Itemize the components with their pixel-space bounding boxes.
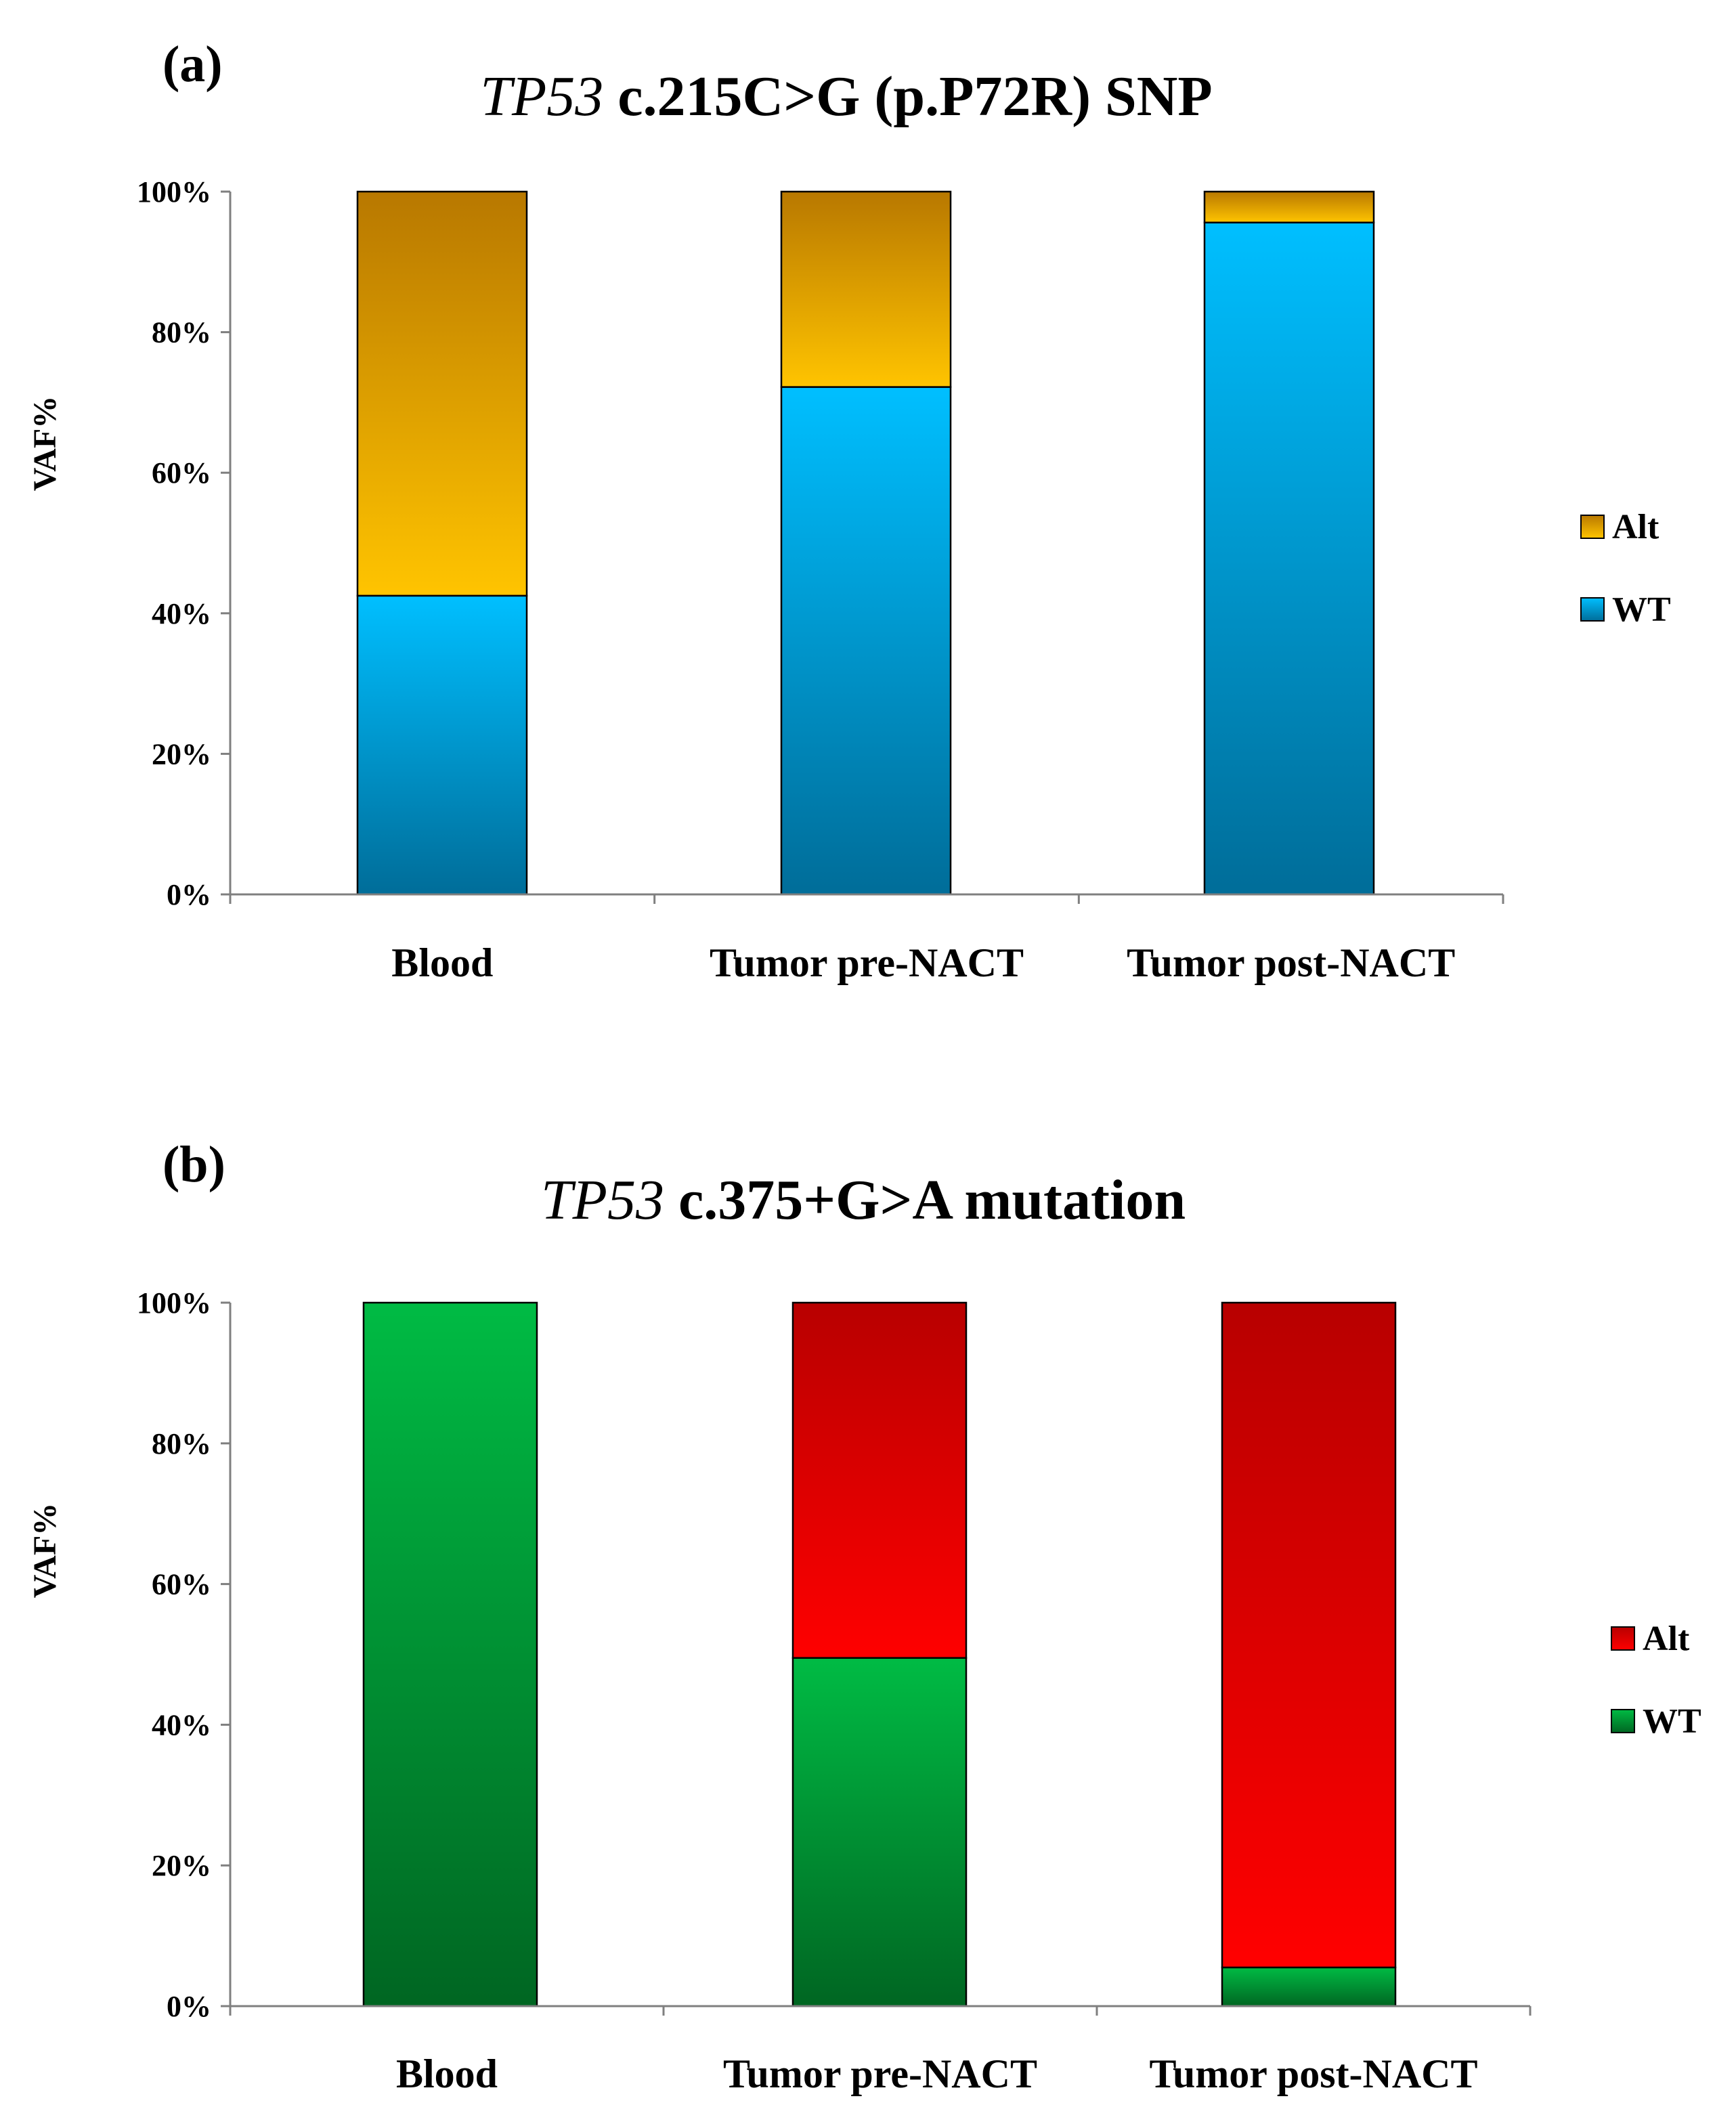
bar-alt-2 xyxy=(780,190,952,388)
bar-wt-2 xyxy=(791,1657,968,2007)
chart-title: TP53 c.375+G>A mutation xyxy=(541,1169,1186,1232)
y-tick-label: 80% xyxy=(152,1427,211,1460)
panel-a: (a) TP53 c.215C>G (p.P72R) SNP VAF% 0% 20% 40… xyxy=(27,36,1671,985)
chart-title-variant: c.375+G>A mutation xyxy=(664,1169,1186,1232)
x-tick-label: Tumor post-NACT xyxy=(1127,940,1455,985)
y-tick-label: 100% xyxy=(137,1286,211,1320)
bar-alt-1 xyxy=(356,190,528,597)
y-tick-label: 20% xyxy=(152,1849,211,1882)
panel-b: (b) TP53 c.375+G>A mutation VAF% 0% 20% 40% 60… xyxy=(27,1136,1701,2096)
bar-wt-1 xyxy=(362,1301,538,2007)
legend-label-alt: Alt xyxy=(1643,1620,1690,1658)
bar-alt-3 xyxy=(1221,1301,1397,1969)
legend-swatch-alt xyxy=(1611,1626,1635,1651)
y-tick-label: 0% xyxy=(167,878,211,911)
y-tick-label: 40% xyxy=(152,1708,211,1741)
chart-title-gene: TP53 xyxy=(480,65,603,128)
y-axis-label: VAF% xyxy=(27,1503,63,1598)
chart-title-gene: TP53 xyxy=(541,1169,664,1232)
chart-title-variant: c.215C>G (p.P72R) SNP xyxy=(603,65,1212,128)
x-tick-label: Blood xyxy=(391,940,493,985)
y-tick-label: 80% xyxy=(152,316,211,349)
y-axis-label: VAF% xyxy=(27,396,63,491)
bar-wt-1 xyxy=(356,594,528,896)
panel-label: (a) xyxy=(162,36,223,93)
legend-swatch-alt xyxy=(1580,515,1605,539)
legend-label-wt: WT xyxy=(1643,1702,1701,1741)
y-tick-label: 60% xyxy=(152,456,211,490)
bar-wt-3 xyxy=(1221,1966,1397,2007)
legend-label-alt: Alt xyxy=(1612,508,1659,546)
bar-wt-2 xyxy=(780,386,952,896)
legend-label-wt: WT xyxy=(1612,590,1671,629)
legend-swatch-wt xyxy=(1611,1709,1635,1733)
bar-alt-3 xyxy=(1203,190,1375,223)
y-tick-label: 20% xyxy=(152,737,211,770)
legend-swatch-wt xyxy=(1580,597,1605,622)
x-tick-label: Tumor post-NACT xyxy=(1149,2051,1477,2096)
x-tick-label: Blood xyxy=(396,2051,498,2096)
chart-title: TP53 c.215C>G (p.P72R) SNP xyxy=(480,65,1213,128)
x-tick-label: Tumor pre-NACT xyxy=(723,2051,1037,2096)
bar-wt-3 xyxy=(1203,221,1375,896)
panel-label: (b) xyxy=(162,1136,225,1193)
y-tick-label: 0% xyxy=(167,1990,211,2023)
x-tick-label: Tumor pre-NACT xyxy=(710,940,1024,985)
y-tick-label: 100% xyxy=(137,175,211,209)
y-tick-label: 40% xyxy=(152,597,211,630)
bar-alt-2 xyxy=(791,1301,968,1659)
y-tick-label: 60% xyxy=(152,1568,211,1601)
